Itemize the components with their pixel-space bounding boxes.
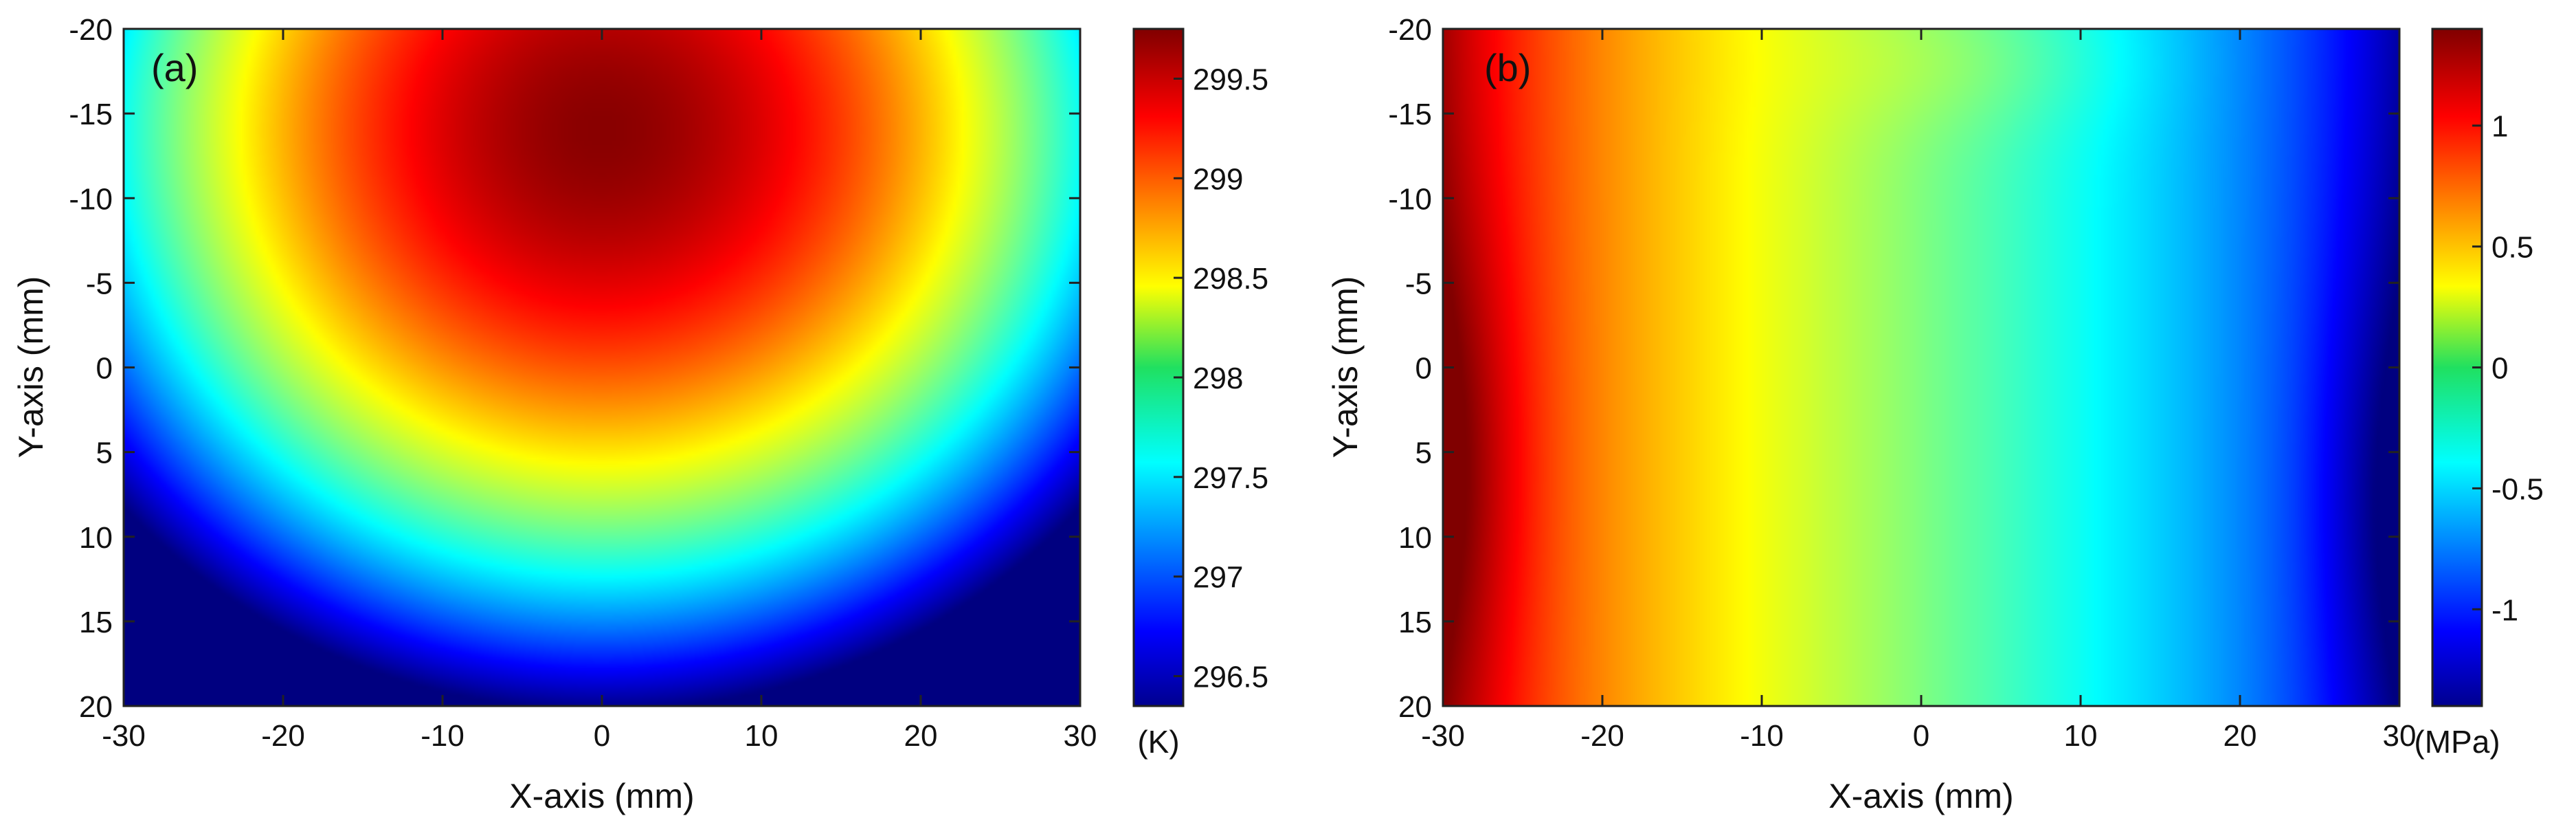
panel-label-b: (b) (1484, 46, 1531, 89)
y-tick-label: -15 (1388, 98, 1432, 131)
x-tick-label: -10 (1740, 719, 1784, 753)
y-tick-label: 15 (1398, 606, 1432, 639)
x-tick-label: -10 (421, 719, 464, 753)
y-tick-label: -15 (69, 98, 113, 131)
y-tick-label: -20 (69, 13, 113, 47)
x-tick-label: -30 (1421, 719, 1465, 753)
x-tick-label: -20 (261, 719, 305, 753)
x-tick-label: 10 (745, 719, 779, 753)
y-ticks-b: -20 -15 -10 -5 0 5 10 15 20 (1388, 13, 2399, 724)
x-ticks-b: -30 -20 -10 0 10 20 30 (1421, 29, 2416, 753)
x-tick-label: -30 (102, 719, 146, 753)
x-axis-label-a: X-axis (mm) (509, 777, 694, 815)
colorbar-unit-b: (MPa) (2414, 724, 2500, 760)
x-tick-label: 0 (1913, 719, 1929, 753)
y-ticks-a: -20 -15 -10 -5 0 5 10 15 20 (69, 13, 1080, 724)
y-tick-label: 0 (96, 352, 113, 386)
x-tick-label: 10 (2064, 719, 2098, 753)
colorbar-tick-label: 296.5 (1193, 661, 1268, 694)
y-tick-label: -20 (1388, 13, 1432, 47)
y-tick-label: -5 (1405, 267, 1432, 300)
x-tick-label: 0 (594, 719, 610, 753)
colorbar-tick-label: 297 (1193, 561, 1243, 595)
y-axis-label-b: Y-axis (mm) (1326, 276, 1365, 459)
colorbar-tick-label: 298.5 (1193, 262, 1268, 296)
x-tick-label: 30 (1064, 719, 1097, 753)
x-tick-label: 30 (2383, 719, 2417, 753)
colorbar-tick-label: 299.5 (1193, 63, 1268, 96)
colorbar-tick-label: -0.5 (2491, 472, 2544, 506)
y-tick-label: 0 (1415, 352, 1432, 386)
colorbar-a (1134, 29, 1183, 706)
y-tick-label: 5 (1415, 437, 1432, 470)
y-tick-label: 10 (79, 521, 113, 555)
x-axis-label-b: X-axis (mm) (1828, 777, 2013, 815)
x-tick-label: 20 (904, 719, 938, 753)
y-tick-label: 10 (1398, 521, 1432, 555)
colorbar-tick-label: 297.5 (1193, 461, 1268, 495)
colorbar-tick-label: 0.5 (2491, 231, 2533, 265)
x-tick-label: -20 (1580, 719, 1624, 753)
x-tick-label: 20 (2224, 719, 2257, 753)
colorbar-tick-label: 1 (2491, 110, 2508, 144)
y-axis-label-a: Y-axis (mm) (12, 276, 50, 459)
colorbar-tick-label: 299 (1193, 162, 1243, 196)
y-tick-label: -10 (69, 182, 113, 216)
colorbar-unit-a: (K) (1137, 724, 1179, 760)
y-tick-label: 15 (79, 606, 113, 639)
colorbar-frame-a (1132, 27, 1185, 707)
y-tick-label: 20 (79, 690, 113, 724)
heatmap-b (1443, 29, 2399, 706)
colorbar-tick-label: -1 (2491, 593, 2518, 627)
y-tick-label: 20 (1398, 690, 1432, 724)
colorbar-tick-label: 298 (1193, 362, 1243, 395)
heatmap-a (124, 29, 1080, 706)
x-ticks-a: -30 -20 -10 0 10 20 30 (102, 29, 1097, 753)
y-tick-label: -5 (86, 267, 113, 300)
colorbar-ticks-b: -1 -0.5 0 0.5 1 (2472, 110, 2544, 627)
colorbar-tick-label: 0 (2491, 352, 2508, 386)
y-tick-label: -10 (1388, 182, 1432, 216)
y-tick-label: 5 (96, 437, 113, 470)
panel-a: -30 -20 -10 0 10 20 30 -20 -15 -10 -5 0 5 10 15 20 (a)… (12, 13, 1268, 815)
colorbar-ticks-a: 296.5 297 297.5 298 298.5 299 299.5 (1174, 63, 1268, 694)
panel-label-a: (a) (151, 46, 198, 89)
